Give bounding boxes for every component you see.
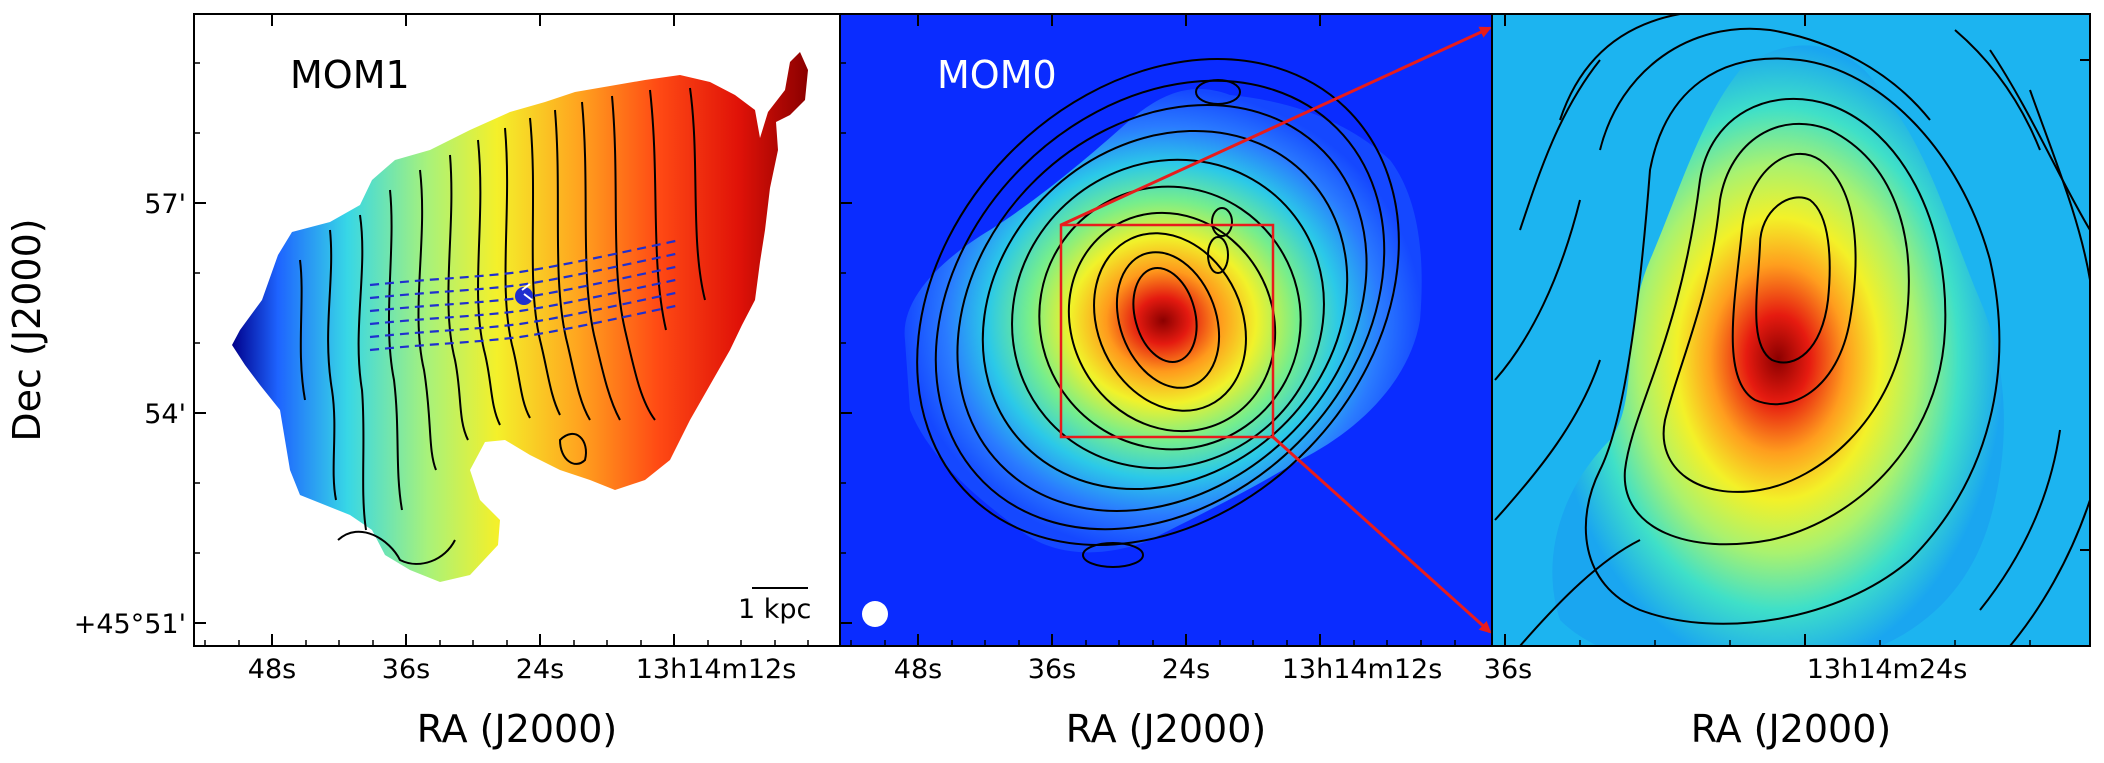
zoom-arrow-icon: [1060, 26, 1492, 227]
y-axis-label: Dec (J2000): [5, 218, 49, 441]
mom1-contours: [299, 87, 706, 565]
x-axis-label: RA (J2000): [1691, 707, 1892, 751]
panel-mom0: [840, 14, 1492, 646]
zoom-contours: [1494, 14, 2090, 646]
x-tick-label: 13h14m24s: [1807, 654, 1968, 685]
y-tick-label: +45°51': [74, 609, 186, 640]
zoom-arrow-icon: [1271, 435, 1492, 634]
scale-bar-label: 1 kpc: [738, 594, 811, 625]
frame-zoom: [1491, 13, 2091, 647]
x-axis-label: RA (J2000): [1066, 707, 1267, 751]
x-tick-label: 48s: [248, 654, 296, 685]
y-tick-label: 54': [144, 399, 186, 430]
panel-title-mom0: MOM0: [937, 53, 1057, 97]
panel-zoom: [1492, 14, 2090, 646]
x-tick-label: 24s: [1162, 654, 1210, 685]
zoom-box: [1059, 223, 1275, 439]
y-tick-label: 57': [144, 189, 186, 220]
x-tick-label: 48s: [894, 654, 942, 685]
panel-title-mom1: MOM1: [290, 53, 410, 97]
center-marker: [515, 287, 533, 305]
x-tick-label: 24s: [516, 654, 564, 685]
beam-circle-icon: [862, 601, 888, 627]
panel-mom1: [194, 14, 840, 646]
velocity-field: [232, 52, 808, 582]
x-tick-label: 36s: [1484, 654, 1532, 685]
minor-tick-marks: [194, 62, 2031, 646]
x-tick-label: 36s: [1028, 654, 1076, 685]
intensity-map: [904, 89, 1422, 553]
x-tick-label: 36s: [382, 654, 430, 685]
zoom-intensity-map: [1552, 45, 2004, 646]
tick-marks: [194, 14, 2090, 646]
x-tick-label: 13h14m12s: [636, 654, 797, 685]
mom0-contours: [916, 58, 1400, 568]
x-tick-label: 13h14m12s: [1282, 654, 1443, 685]
x-axis-label: RA (J2000): [417, 707, 618, 751]
